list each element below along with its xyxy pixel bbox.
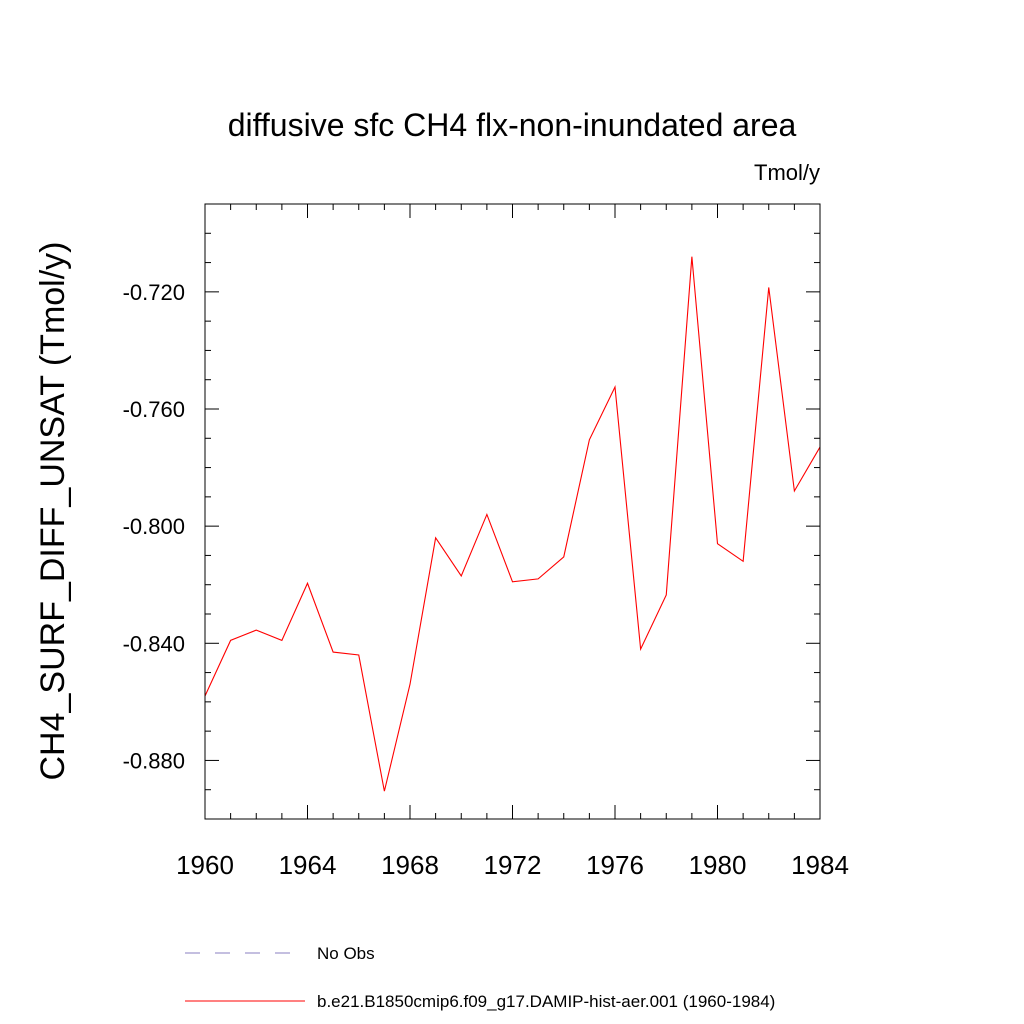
y-tick-label: -0.880 (123, 748, 185, 773)
x-tick-label: 1976 (586, 850, 644, 880)
x-tick-label: 1960 (176, 850, 234, 880)
y-tick-label: -0.800 (123, 514, 185, 539)
y-tick-labels: -0.880 -0.840 -0.800 -0.760 -0.720 (123, 280, 185, 774)
legend-label-model: b.e21.B1850cmip6.f09_g17.DAMIP-hist-aer.… (317, 992, 775, 1011)
units-label: Tmol/y (754, 160, 820, 185)
major-ticks (204, 204, 821, 819)
x-tick-label: 1968 (381, 850, 439, 880)
y-tick-label: -0.840 (123, 631, 185, 656)
x-tick-label: 1964 (279, 850, 337, 880)
x-tick-label: 1972 (484, 850, 542, 880)
series-line (204, 256, 821, 792)
y-tick-label: -0.720 (123, 280, 185, 305)
minor-ticks (205, 203, 820, 820)
legend: No Obs b.e21.B1850cmip6.f09_g17.DAMIP-hi… (185, 944, 775, 1011)
x-tick-label: 1984 (791, 850, 849, 880)
plot-frame (204, 203, 821, 820)
series-layer (204, 256, 821, 792)
y-axis-label: CH4_SURF_DIFF_UNSAT (Tmol/y) (34, 241, 72, 780)
legend-label-no-obs: No Obs (317, 944, 375, 963)
y-tick-label: -0.760 (123, 397, 185, 422)
x-tick-labels: 1960 1964 1968 1972 1976 1980 1984 (176, 850, 849, 880)
x-tick-label: 1980 (689, 850, 747, 880)
chart-title: diffusive sfc CH4 flx-non-inundated area (228, 107, 797, 143)
